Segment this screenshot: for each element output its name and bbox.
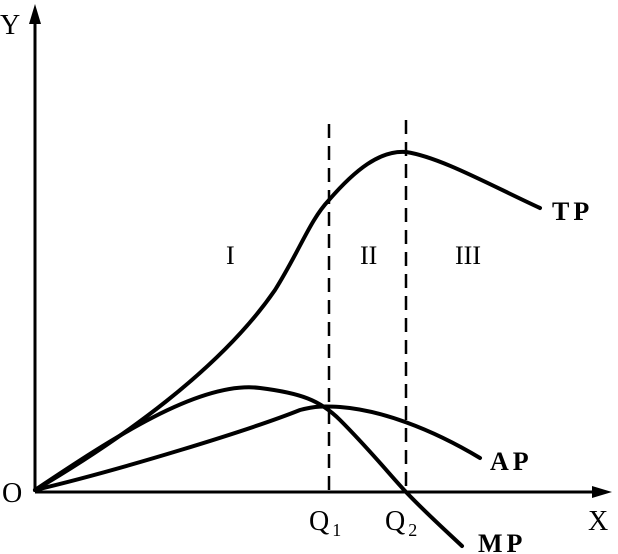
q1-letter: Q	[309, 506, 329, 537]
origin-label: O	[2, 478, 22, 509]
region-one-label: I	[226, 241, 235, 270]
x-axis-arrowhead	[592, 486, 612, 498]
x-axis-label: X	[588, 506, 608, 537]
region-two-label: II	[360, 241, 377, 270]
q2-subscript: 2	[408, 520, 417, 540]
ap-curve	[33, 404, 482, 492]
region-three-label: III	[455, 241, 481, 270]
y-axis-arrowhead	[29, 4, 41, 24]
q2-letter: Q	[385, 506, 405, 537]
mp-label: MP	[478, 529, 526, 554]
q1-subscript: 1	[332, 520, 341, 540]
y-axis-label: Y	[0, 10, 20, 41]
tp-curve	[33, 149, 542, 492]
tp-label: TP	[552, 197, 593, 226]
ap-label: AP	[490, 447, 533, 476]
